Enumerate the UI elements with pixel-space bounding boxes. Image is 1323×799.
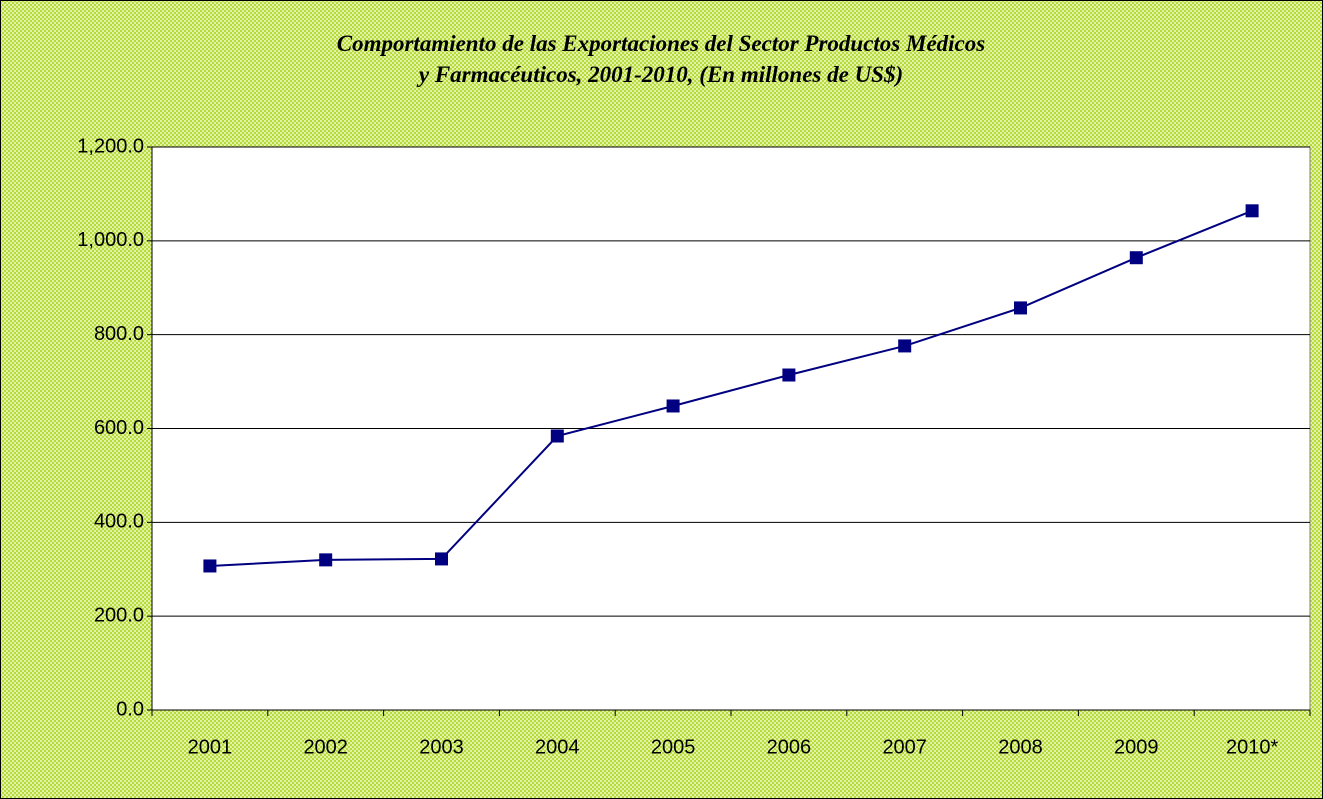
data-point (1245, 204, 1259, 218)
x-tick-label: 2003 (419, 736, 464, 758)
data-point (435, 552, 448, 566)
x-tick-label: 2001 (188, 736, 233, 758)
data-point (898, 339, 912, 353)
x-tick-label: 2008 (998, 736, 1043, 758)
y-tick-label: 1,000.0 (77, 229, 144, 251)
x-tick-label: 2004 (535, 736, 580, 758)
data-point (666, 399, 680, 413)
x-tick-label: 2005 (651, 736, 696, 758)
data-point (1129, 251, 1143, 265)
x-tick-label: 2010* (1226, 736, 1278, 758)
y-tick-label: 800.0 (94, 323, 144, 345)
data-point (550, 429, 564, 443)
x-tick-label: 2006 (767, 736, 812, 758)
x-tick-label: 2009 (1114, 736, 1159, 758)
y-tick-label: 400.0 (94, 511, 144, 533)
data-point (782, 368, 796, 382)
y-tick-label: 0.0 (116, 698, 144, 720)
y-tick-label: 1,200.0 (77, 135, 144, 157)
chart-title: Comportamiento de las Exportaciones del … (336, 31, 986, 87)
x-tick-label: 2007 (882, 736, 927, 758)
series-line (209, 209, 1253, 567)
y-tick-label: 600.0 (94, 417, 144, 439)
data-point (319, 553, 333, 567)
data-point (1014, 301, 1027, 315)
y-tick-label: 200.0 (94, 604, 144, 626)
data-point (203, 559, 217, 573)
x-tick-label: 2002 (303, 736, 348, 758)
